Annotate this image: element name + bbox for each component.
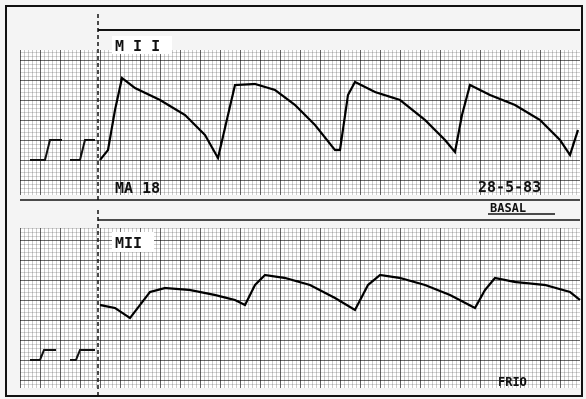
lead-label: MII [115,234,142,252]
grid [20,228,580,388]
bottom-panel: MII FRIO [20,210,580,396]
condition-label: FRIO [498,375,527,389]
patient-label: MA 18 [115,179,160,197]
grid [20,50,580,195]
date-label: 28-5-83 [478,178,541,196]
lead-label: M I I [115,37,160,55]
ecg-strip: M I I MA 18 28-5-83 BASAL MII FRIO [0,0,586,399]
condition-label: BASAL [490,201,526,215]
